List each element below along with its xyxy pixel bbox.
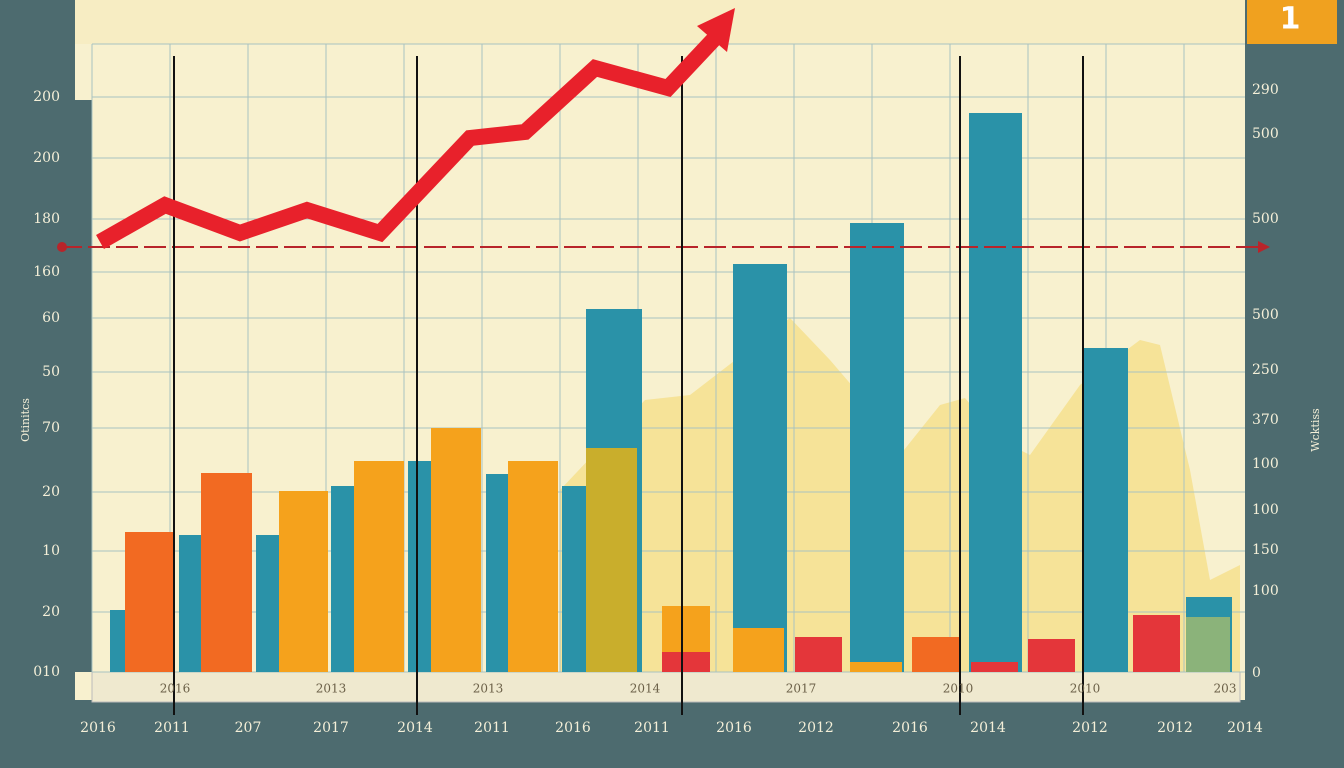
- bar: [331, 486, 354, 672]
- left-axis-label: 200: [33, 150, 60, 166]
- bottom-label: 2016: [892, 720, 928, 736]
- left-axis-label: 60: [42, 310, 60, 326]
- left-axis-label: 010: [33, 664, 60, 680]
- bar: [486, 474, 508, 672]
- left-axis-label: 20: [42, 484, 60, 500]
- bar: [431, 428, 481, 672]
- right-axis-label: 0: [1252, 665, 1261, 681]
- bottom-label: 2011: [634, 720, 670, 736]
- trend-arrow: [96, 32, 721, 249]
- left-axis-label: 160: [33, 264, 60, 280]
- strip-label: 2017: [786, 682, 817, 696]
- bar: [179, 535, 201, 672]
- bar: [125, 532, 173, 672]
- reference-dot: [57, 242, 67, 252]
- strip-label: 2010: [943, 682, 974, 696]
- right-axis-label: 150: [1252, 542, 1279, 558]
- bottom-label: 2016: [555, 720, 591, 736]
- strip-label: 2014: [630, 682, 661, 696]
- bar: [662, 652, 710, 672]
- right-axis-label: 500: [1252, 126, 1279, 142]
- bottom-label: 2012: [1157, 720, 1193, 736]
- right-axis-label: 100: [1252, 456, 1279, 472]
- badge: [1247, 0, 1337, 44]
- bar: [562, 486, 586, 672]
- trend-arrowhead: [697, 8, 735, 52]
- left-axis-label: 70: [42, 420, 60, 436]
- bottom-label: 2016: [716, 720, 752, 736]
- bar: [1186, 617, 1230, 672]
- bar: [1083, 348, 1128, 672]
- vertical-lines: [173, 56, 1084, 715]
- top-strip: [75, 0, 1245, 44]
- bottom-label: 2014: [1227, 720, 1263, 736]
- bar: [586, 448, 637, 672]
- bar: [508, 461, 558, 672]
- left-edge: [75, 100, 92, 672]
- bottom-label: 2016: [80, 720, 116, 736]
- bar: [850, 662, 902, 672]
- strip-label: 203: [1214, 682, 1237, 696]
- bottom-label: 207: [235, 720, 262, 736]
- bar: [110, 610, 125, 672]
- right-axis-label: 500: [1252, 307, 1279, 323]
- bar: [408, 461, 431, 672]
- left-axis-label: 50: [42, 364, 60, 380]
- strip-label: 2016: [160, 682, 191, 696]
- left-axis-label: 200: [33, 89, 60, 105]
- bar: [795, 637, 842, 672]
- bar: [1133, 615, 1180, 672]
- bottom-label: 2014: [970, 720, 1006, 736]
- bar: [733, 628, 784, 672]
- right-axis-label: 250: [1252, 362, 1279, 378]
- bars: [110, 113, 1232, 672]
- bar: [1028, 639, 1075, 672]
- bar: [912, 637, 960, 672]
- bottom-label: 2017: [313, 720, 349, 736]
- left-axis-title: Otinitcs: [19, 398, 32, 442]
- left-axis-label: 10: [42, 543, 60, 559]
- strip-label: 2013: [316, 682, 347, 696]
- strip-label: 2013: [473, 682, 504, 696]
- bar: [256, 535, 279, 672]
- right-axis-title: Wcktiss: [1309, 408, 1322, 452]
- bar: [354, 461, 404, 672]
- bottom-label: 2011: [154, 720, 190, 736]
- bottom-label: 2011: [474, 720, 510, 736]
- bar: [969, 113, 1022, 672]
- bottom-label: 2012: [798, 720, 834, 736]
- strip-label: 2010: [1070, 682, 1101, 696]
- bottom-label: 2012: [1072, 720, 1108, 736]
- reference-arrow: [1258, 241, 1270, 253]
- badge-text: 1: [1280, 2, 1301, 37]
- bottom-strip: [91, 671, 1241, 703]
- right-axis-label: 290: [1252, 82, 1279, 98]
- labels: 2002001801606050702010200102905005005002…: [33, 82, 1278, 736]
- left-axis-label: 180: [33, 211, 60, 227]
- right-axis-label: 500: [1252, 211, 1279, 227]
- right-axis-label: 100: [1252, 502, 1279, 518]
- bar: [733, 264, 787, 672]
- bar: [201, 473, 252, 672]
- bar: [850, 223, 904, 672]
- bottom-label: 2014: [397, 720, 433, 736]
- right-axis-label: 370: [1252, 412, 1279, 428]
- bar: [971, 662, 1018, 672]
- left-axis-label: 20: [42, 604, 60, 620]
- bar: [279, 491, 328, 672]
- right-axis-label: 100: [1252, 583, 1279, 599]
